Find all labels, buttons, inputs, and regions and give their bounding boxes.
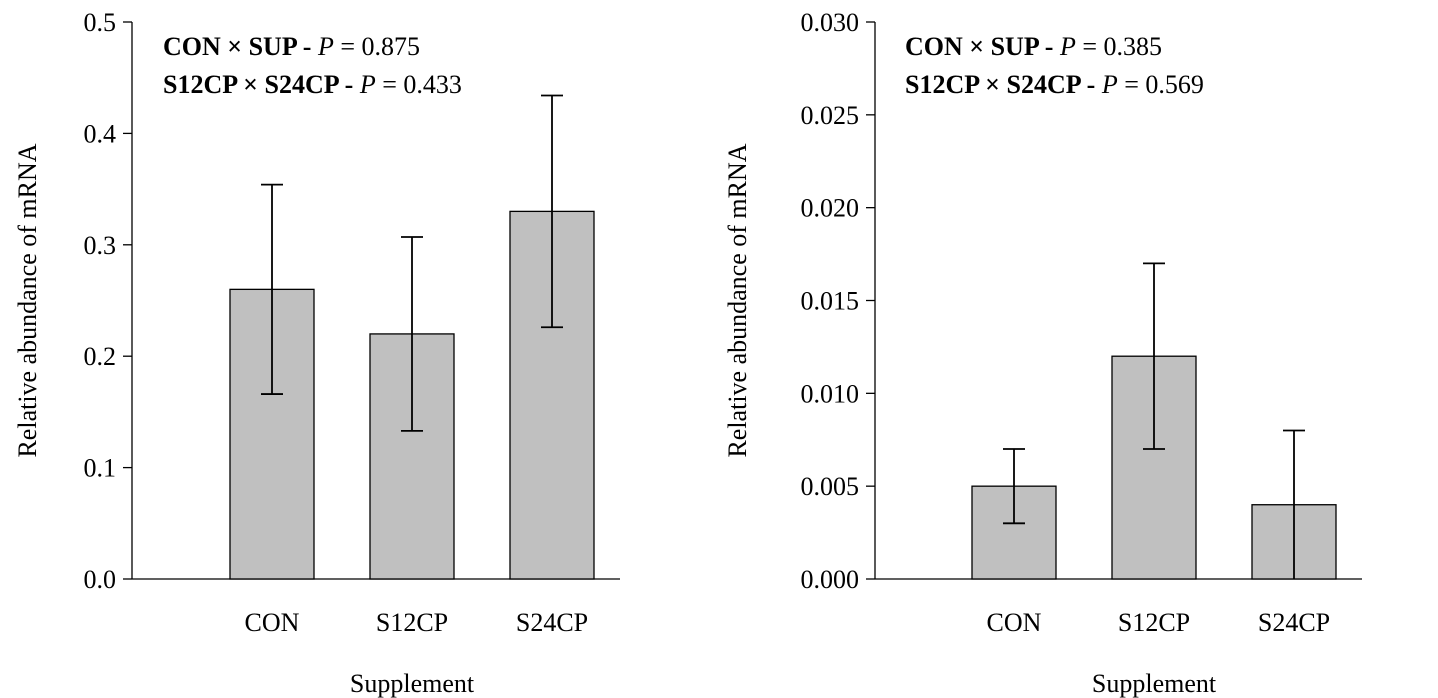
x-tick-label: S12CP (376, 608, 448, 637)
y-tick-label: 0.020 (801, 194, 860, 223)
x-axis-title: Supplement (350, 669, 475, 698)
y-tick-label: 0.030 (801, 8, 860, 37)
x-tick-label: S24CP (1258, 608, 1330, 637)
y-tick-label: 0.000 (801, 565, 860, 594)
chart-panel-right: 0.000 0.005 0.010 0.015 0.020 0.025 0.030 CON S1… (723, 8, 1362, 698)
chart-panel-left: 0.0 0.1 0.2 0.3 0.4 0.5 CON S12CP S24CP Supplemen… (13, 8, 620, 698)
p-value-annotation: CON × SUP - P = 0.385 (905, 32, 1162, 61)
y-axis-title: Relative abundance of mRNA (13, 143, 42, 457)
y-tick-label: 0.1 (84, 454, 117, 483)
y-tick-label: 0.3 (84, 231, 117, 260)
p-value-annotation: CON × SUP - P = 0.875 (163, 32, 420, 61)
x-tick-label: CON (987, 608, 1042, 637)
p-value-annotation: S12CP × S24CP - P = 0.433 (163, 70, 462, 99)
y-axis-title: Relative abundance of mRNA (723, 143, 752, 457)
y-tick-label: 0.2 (84, 342, 117, 371)
y-tick-label: 0.010 (801, 379, 860, 408)
x-tick-label: CON (245, 608, 300, 637)
y-tick-label: 0.0 (84, 565, 117, 594)
x-tick-label: S24CP (516, 608, 588, 637)
y-tick-label: 0.005 (801, 472, 860, 501)
x-tick-label: S12CP (1118, 608, 1190, 637)
y-tick-label: 0.5 (84, 8, 117, 37)
y-tick-label: 0.4 (84, 119, 117, 148)
y-tick-label: 0.015 (801, 287, 860, 316)
y-tick-label: 0.025 (801, 101, 860, 130)
x-axis-title: Supplement (1092, 669, 1217, 698)
p-value-annotation: S12CP × S24CP - P = 0.569 (905, 70, 1204, 99)
